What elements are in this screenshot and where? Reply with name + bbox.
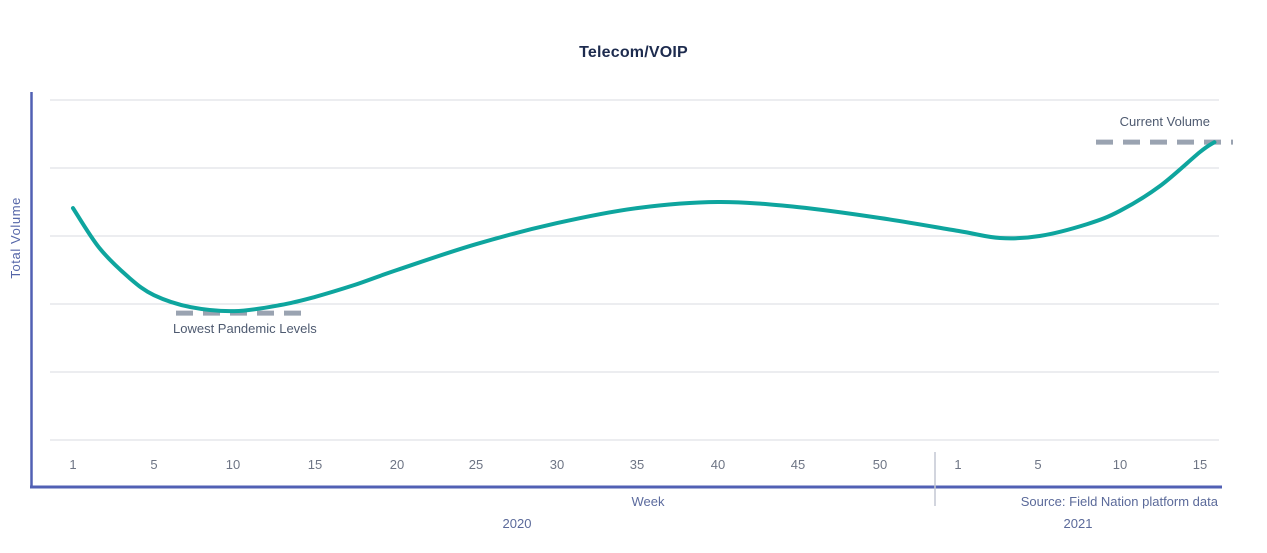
chart-title: Telecom/VOIP — [579, 44, 688, 61]
lowest-pandemic-annotation-label: Lowest Pandemic Levels — [173, 321, 317, 336]
x-tick-label: 5 — [150, 457, 158, 472]
x-tick-label: 30 — [549, 457, 565, 472]
year-label-2021: 2021 — [1063, 516, 1093, 531]
x-tick-label: 1 — [954, 457, 962, 472]
current-volume-annotation-label: Current Volume — [1119, 114, 1210, 129]
x-tick-label: 20 — [389, 457, 405, 472]
source-label: Source: Field Nation platform data — [1020, 494, 1218, 509]
x-tick-label: 10 — [225, 457, 241, 472]
total-volume-curve — [71, 140, 1217, 314]
year-label-2020: 2020 — [502, 516, 532, 531]
x-tick-label: 15 — [307, 457, 323, 472]
x-tick-label: 1 — [69, 457, 77, 472]
x-tick-label: 10 — [1112, 457, 1128, 472]
x-tick-label: 25 — [468, 457, 484, 472]
x-tick-label: 15 — [1192, 457, 1208, 472]
x-tick-label: 45 — [790, 457, 806, 472]
x-tick-label: 50 — [872, 457, 888, 472]
x-tick-label: 35 — [629, 457, 645, 472]
x-axis-title: Week — [631, 494, 665, 509]
x-tick-label: 5 — [1034, 457, 1042, 472]
x-tick-label: 40 — [710, 457, 726, 472]
